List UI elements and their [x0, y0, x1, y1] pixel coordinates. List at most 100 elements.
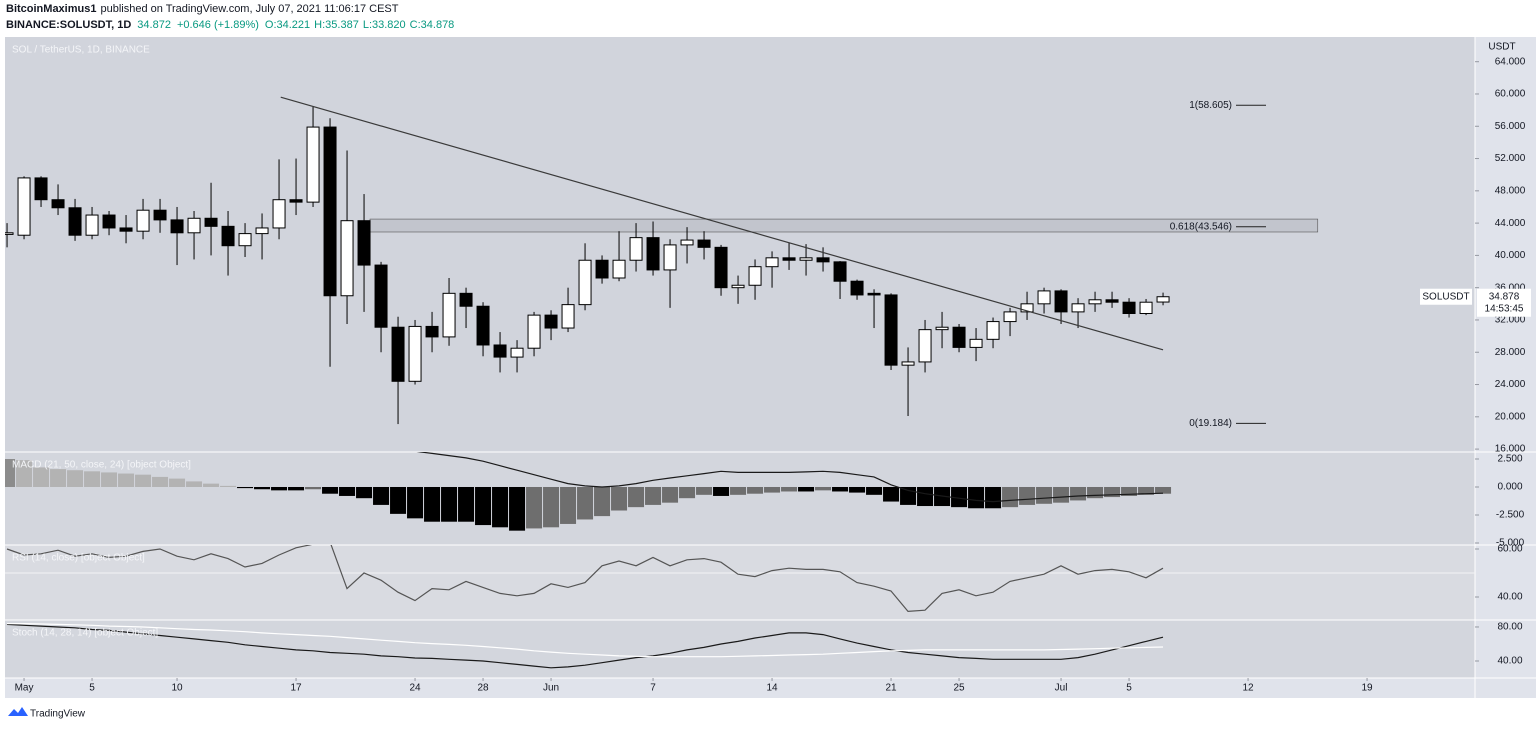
symbol-label: SOLUSDT [1422, 291, 1469, 302]
candle-body [816, 257, 830, 263]
histogram-bar [1121, 486, 1138, 496]
countdown: 14:53:45 [1485, 303, 1524, 314]
histogram-bar [1019, 486, 1036, 505]
ohlc: O:34.221 [265, 19, 310, 31]
macd-pane [5, 452, 1475, 545]
histogram-bar [152, 476, 169, 487]
histogram-bar [339, 486, 356, 496]
candle-body [1139, 301, 1153, 315]
histogram-bar [730, 486, 747, 495]
y-tick-label: 28.000 [1495, 347, 1526, 358]
histogram-bar [441, 486, 458, 522]
x-tick-label: 10 [171, 683, 183, 694]
candle-body [884, 294, 898, 366]
histogram-bar [781, 486, 798, 492]
y-tick-label: -5.000 [1496, 538, 1525, 549]
candle-body [255, 227, 269, 235]
candle-body [1156, 296, 1170, 303]
histogram-bar [1155, 486, 1172, 494]
histogram-bar [288, 486, 305, 491]
candle-body [272, 199, 286, 229]
header-line: BitcoinMaximus1 published on TradingView.… [6, 3, 399, 15]
pane-plot [6, 623, 1164, 669]
histogram-bar [798, 486, 815, 492]
candle-body [680, 239, 694, 246]
histogram-bar [900, 486, 917, 505]
y-tick-label: 44.000 [1495, 218, 1526, 229]
histogram-bar [713, 486, 730, 496]
candle-body [238, 233, 252, 247]
candle-body [391, 326, 405, 382]
histogram-bar [424, 486, 441, 522]
candle-body [85, 214, 99, 236]
histogram-bar [254, 486, 271, 490]
histogram-bar [560, 486, 577, 524]
indicator-line [6, 623, 1164, 669]
fib-label: 0(19.184) [1189, 418, 1232, 429]
candle-body [442, 292, 456, 338]
candle-body [17, 177, 31, 236]
pane-title: Stoch (14, 28, 14) [object Object] [12, 628, 158, 639]
ohlc: C:34.878 [410, 19, 455, 31]
candle-body [833, 261, 847, 282]
y-tick-label: 40.00 [1497, 656, 1522, 667]
histogram-bar [101, 472, 118, 487]
histogram-bar [526, 486, 543, 529]
histogram-bar [832, 486, 849, 492]
y-tick-label: 0.000 [1497, 482, 1522, 493]
candle-body [646, 237, 660, 271]
price-axis [1475, 37, 1536, 678]
candle-body [765, 257, 779, 268]
time-axis [5, 678, 1536, 698]
candle-body [323, 126, 337, 297]
candle-body [374, 264, 388, 328]
histogram-bar [815, 486, 832, 491]
histogram-bar [679, 486, 696, 499]
published: published on TradingView.com, July 07, 2… [100, 3, 398, 15]
candle-body [578, 259, 592, 306]
x-tick-label: May [15, 683, 34, 694]
change: +0.646 (+1.89%) [177, 19, 259, 31]
last: 34.872 [137, 19, 171, 31]
symbol: BINANCE:SOLUSDT, 1D [6, 19, 131, 31]
brand: TradingView [30, 709, 86, 720]
histogram-bar [203, 483, 220, 487]
x-tick-label: Jun [543, 683, 559, 694]
candle-body [153, 209, 167, 221]
x-tick-label: 28 [477, 683, 489, 694]
candle-body [170, 219, 184, 234]
histogram-bar [849, 486, 866, 493]
candle-body [850, 280, 864, 296]
histogram-bar [5, 458, 16, 487]
axis-unit: USDT [1488, 42, 1515, 53]
symbol-tag [1420, 288, 1472, 305]
indicator-line [7, 623, 1164, 658]
histogram-bar [1104, 486, 1121, 498]
histogram-bar [390, 486, 407, 514]
histogram-bar [67, 470, 84, 487]
candle-body [697, 239, 711, 248]
histogram-bar [662, 486, 679, 503]
histogram-bar [492, 486, 509, 528]
candle-body [289, 199, 303, 203]
candle-body [68, 207, 82, 236]
histogram-bar [611, 486, 628, 511]
histogram-bar [747, 486, 764, 494]
price-label: 34.878 [1489, 291, 1520, 302]
y-tick-label: 36.000 [1495, 282, 1526, 293]
y-tick-label: 16.000 [1495, 444, 1526, 455]
histogram-bar [1070, 486, 1087, 501]
pane-plot [5, 452, 1172, 531]
indicator-line [416, 452, 1164, 503]
x-tick-label: Jul [1055, 683, 1068, 694]
candle-body [1003, 311, 1017, 323]
candle-body [952, 326, 966, 348]
candle-body [1071, 303, 1085, 313]
y-tick-label: 20.000 [1495, 411, 1526, 422]
stoch-pane [5, 620, 1475, 678]
candle-body [867, 292, 881, 296]
x-tick-label: 17 [290, 683, 302, 694]
candle-body [969, 338, 983, 348]
x-tick-label: 19 [1361, 683, 1373, 694]
